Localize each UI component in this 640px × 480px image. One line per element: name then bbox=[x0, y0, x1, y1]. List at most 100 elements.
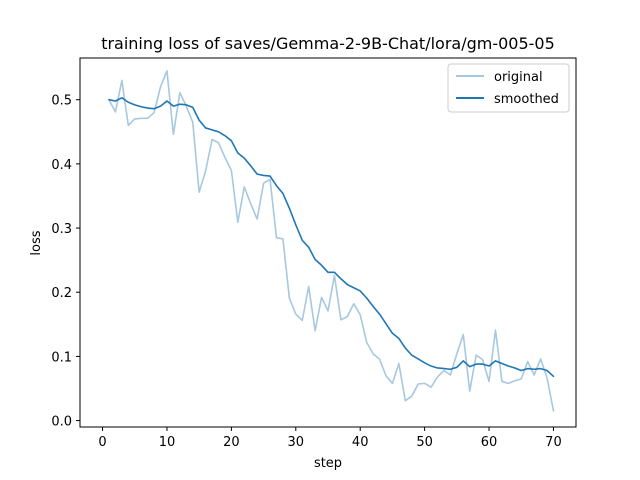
data-point-original bbox=[385, 375, 387, 377]
x-tick-label: 30 bbox=[288, 435, 305, 450]
data-point-original bbox=[288, 297, 290, 299]
data-point-smoothed bbox=[160, 105, 162, 107]
data-point-original bbox=[391, 382, 393, 384]
data-point-smoothed bbox=[540, 368, 542, 370]
data-point-smoothed bbox=[301, 239, 303, 241]
data-point-smoothed bbox=[353, 287, 355, 289]
data-point-original bbox=[314, 330, 316, 332]
data-point-smoothed bbox=[250, 165, 252, 167]
x-tick-label: 70 bbox=[545, 435, 562, 450]
x-tick-label: 20 bbox=[223, 435, 240, 450]
data-point-smoothed bbox=[475, 363, 477, 365]
data-point-smoothed bbox=[527, 368, 529, 370]
data-point-smoothed bbox=[443, 368, 445, 370]
data-point-original bbox=[282, 238, 284, 240]
x-axis-label: step bbox=[314, 456, 342, 471]
data-point-original bbox=[443, 370, 445, 372]
data-point-smoothed bbox=[243, 157, 245, 159]
data-point-original bbox=[198, 191, 200, 193]
series-line-original bbox=[108, 70, 555, 412]
data-point-smoothed bbox=[282, 192, 284, 194]
data-point-smoothed bbox=[127, 101, 129, 103]
data-point-smoothed bbox=[507, 365, 509, 367]
data-point-smoothed bbox=[327, 271, 329, 273]
data-point-original bbox=[366, 341, 368, 343]
y-tick-label: 0.4 bbox=[51, 158, 72, 173]
data-point-original bbox=[147, 117, 149, 119]
data-point-original bbox=[501, 380, 503, 382]
data-point-original bbox=[540, 358, 542, 360]
data-point-original bbox=[127, 124, 129, 126]
data-point-original bbox=[353, 303, 355, 305]
data-point-smoothed bbox=[417, 358, 419, 360]
data-point-original bbox=[211, 139, 213, 141]
y-tick-label: 0.3 bbox=[51, 222, 72, 237]
data-point-original bbox=[327, 310, 329, 312]
data-point-smoothed bbox=[185, 104, 187, 106]
data-point-original bbox=[321, 296, 323, 298]
data-point-smoothed bbox=[288, 207, 290, 209]
data-point-smoothed bbox=[379, 313, 381, 315]
data-point-smoothed bbox=[308, 246, 310, 248]
data-point-smoothed bbox=[346, 284, 348, 286]
data-point-original bbox=[462, 334, 464, 336]
y-axis-label: loss bbox=[29, 230, 44, 255]
y-tick-label: 0.0 bbox=[51, 415, 72, 430]
y-tick-label: 0.2 bbox=[51, 286, 72, 301]
data-point-smoothed bbox=[430, 365, 432, 367]
data-point-smoothed bbox=[488, 365, 490, 367]
x-tick-label: 10 bbox=[159, 435, 176, 450]
data-point-smoothed bbox=[469, 366, 471, 368]
series-line-smoothed bbox=[108, 96, 555, 378]
data-point-smoothed bbox=[224, 135, 226, 137]
data-point-smoothed bbox=[437, 367, 439, 369]
data-point-smoothed bbox=[198, 119, 200, 121]
legend-label-smoothed: smoothed bbox=[494, 92, 559, 107]
data-point-smoothed bbox=[314, 259, 316, 261]
data-point-original bbox=[507, 382, 509, 384]
data-point-original bbox=[430, 386, 432, 388]
data-point-smoothed bbox=[449, 368, 451, 370]
data-point-smoothed bbox=[237, 152, 239, 154]
data-point-smoothed bbox=[533, 368, 535, 370]
data-point-smoothed bbox=[482, 363, 484, 365]
data-point-original bbox=[237, 221, 239, 223]
data-point-smoothed bbox=[256, 173, 258, 175]
data-point-smoothed bbox=[520, 370, 522, 372]
data-point-original bbox=[456, 353, 458, 355]
data-point-smoothed bbox=[514, 367, 516, 369]
data-point-original bbox=[205, 170, 207, 172]
data-point-smoothed bbox=[147, 107, 149, 109]
data-point-smoothed bbox=[404, 347, 406, 349]
data-point-smoothed bbox=[217, 131, 219, 133]
data-point-smoothed bbox=[166, 100, 168, 102]
data-point-original bbox=[217, 142, 219, 144]
data-point-original bbox=[243, 186, 245, 188]
data-point-original bbox=[230, 169, 232, 171]
data-point-original bbox=[424, 382, 426, 384]
legend: original smoothed bbox=[447, 63, 570, 113]
data-point-original bbox=[546, 377, 548, 379]
data-point-original bbox=[417, 383, 419, 385]
data-point-original bbox=[134, 118, 136, 120]
data-point-original bbox=[224, 156, 226, 158]
axis-ticks: 0 10 20 30 40 50 60 70 0.0 0.1 0.2 0.3 0.4 0.5 bbox=[51, 94, 561, 450]
data-point-smoothed bbox=[140, 106, 142, 108]
data-point-smoothed bbox=[211, 129, 213, 131]
data-point-smoothed bbox=[552, 375, 554, 377]
data-point-original bbox=[153, 112, 155, 114]
data-point-original bbox=[379, 358, 381, 360]
data-point-smoothed bbox=[114, 100, 116, 102]
data-point-original bbox=[301, 319, 303, 321]
data-point-smoothed bbox=[275, 185, 277, 187]
data-point-original bbox=[533, 374, 535, 376]
data-point-original bbox=[114, 111, 116, 113]
plot-area bbox=[108, 70, 555, 412]
data-point-smoothed bbox=[263, 174, 265, 176]
data-point-original bbox=[179, 92, 181, 94]
data-point-smoothed bbox=[121, 97, 123, 99]
data-point-smoothed bbox=[501, 362, 503, 364]
data-point-smoothed bbox=[108, 99, 110, 101]
data-point-smoothed bbox=[411, 354, 413, 356]
